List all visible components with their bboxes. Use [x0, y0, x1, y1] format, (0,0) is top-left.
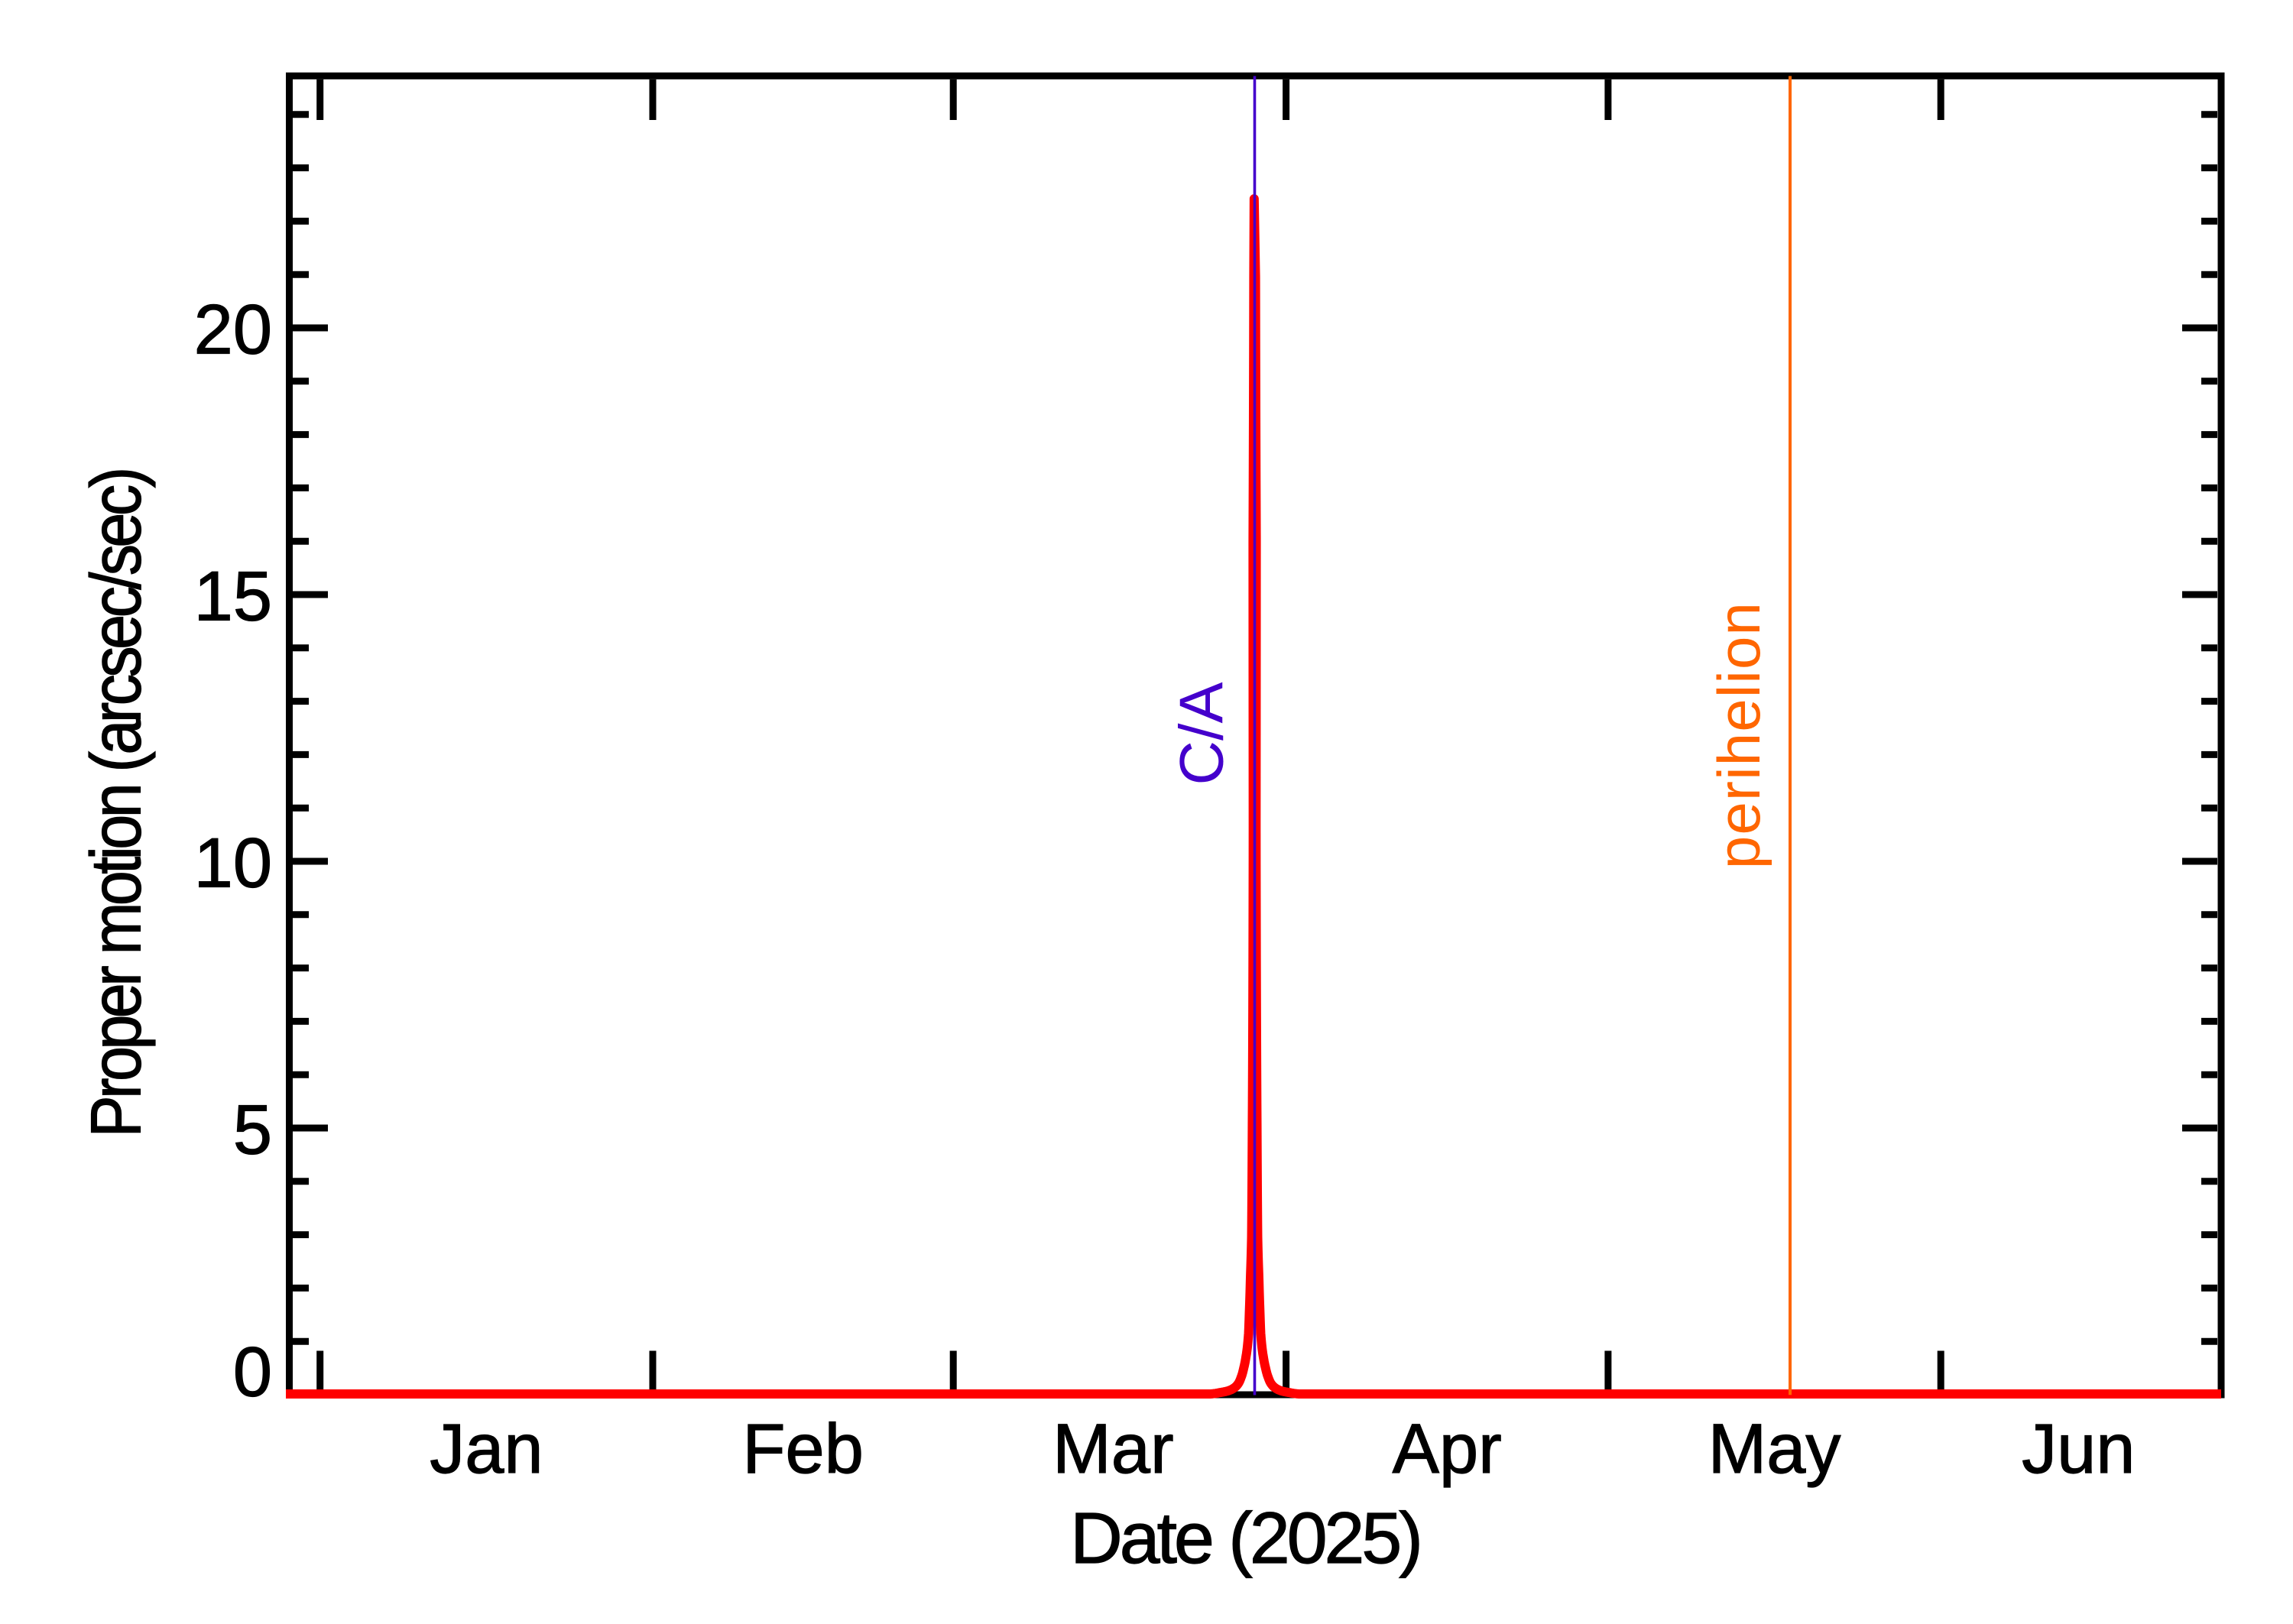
svg-text:perihelion: perihelion	[1705, 601, 1772, 869]
svg-text:Jan: Jan	[430, 1410, 543, 1488]
svg-text:Mar: Mar	[1052, 1410, 1173, 1488]
svg-text:5: 5	[233, 1091, 272, 1169]
svg-text:C/A: C/A	[1168, 682, 1237, 785]
svg-text:May: May	[1708, 1410, 1841, 1488]
svg-text:20: 20	[194, 290, 272, 368]
svg-text:15: 15	[194, 557, 272, 635]
svg-text:0: 0	[233, 1334, 272, 1412]
svg-text:Date (2025): Date (2025)	[1070, 1498, 1420, 1579]
svg-text:Jun: Jun	[2022, 1410, 2135, 1488]
svg-text:Feb: Feb	[742, 1410, 864, 1488]
svg-text:10: 10	[194, 824, 272, 902]
svg-text:Proper motion (arcsec/sec): Proper motion (arcsec/sec)	[76, 470, 156, 1137]
svg-text:Apr: Apr	[1393, 1410, 1502, 1488]
